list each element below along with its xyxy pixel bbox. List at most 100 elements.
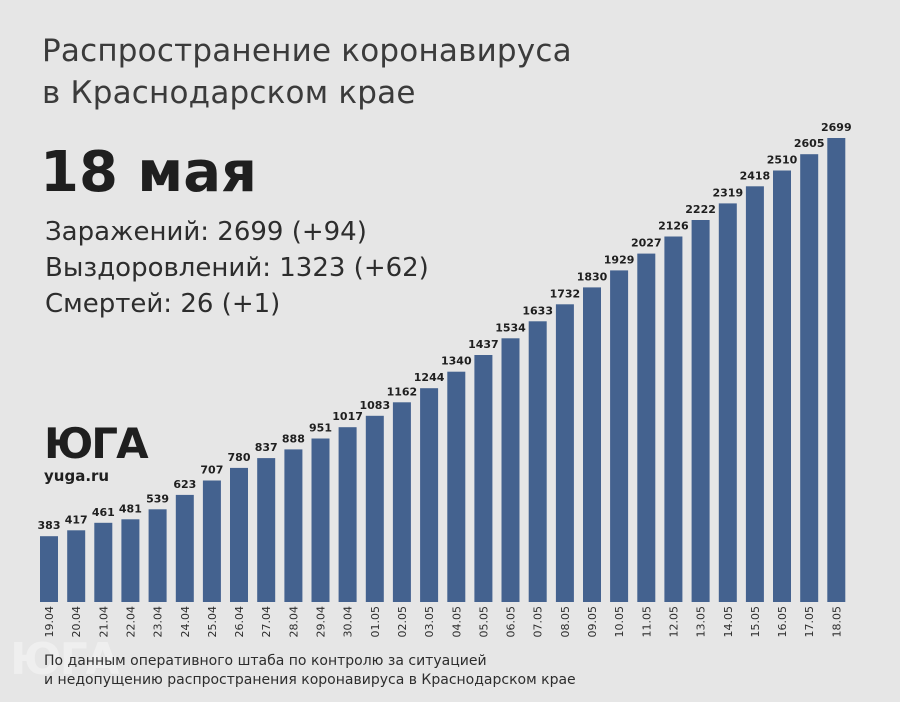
value-label-17.05: 2605 <box>794 137 825 150</box>
bar-20.04 <box>67 530 86 602</box>
value-label-10.05: 1929 <box>604 253 635 266</box>
tick-label-04.05: 04.05 <box>450 606 463 638</box>
tick-label-27.04: 27.04 <box>260 606 273 638</box>
value-label-29.04: 951 <box>309 422 332 435</box>
bar-01.05 <box>365 415 384 602</box>
source-line-1: По данным оперативного штаба по контролю… <box>44 653 487 669</box>
bar-05.05 <box>474 355 493 602</box>
value-label-13.05: 2222 <box>685 203 716 216</box>
bar-04.05 <box>447 371 466 602</box>
bar-29.04 <box>311 438 330 602</box>
bar-28.04 <box>284 449 303 602</box>
tick-label-06.05: 06.05 <box>505 606 518 638</box>
value-label-25.04: 707 <box>200 464 223 477</box>
stat-deaths: Смертей: 26 (+1) <box>45 289 281 319</box>
bar-15.05 <box>745 186 764 603</box>
tick-label-03.05: 03.05 <box>423 606 436 638</box>
tick-label-02.05: 02.05 <box>396 606 409 638</box>
bar-02.05 <box>392 402 411 602</box>
tick-label-23.04: 23.04 <box>152 606 165 638</box>
value-label-27.04: 837 <box>255 441 278 454</box>
tick-label-17.05: 17.05 <box>803 606 816 638</box>
value-label-05.05: 1437 <box>468 338 499 351</box>
value-label-21.04: 461 <box>92 506 115 519</box>
bar-26.04 <box>230 467 248 602</box>
tick-label-24.04: 24.04 <box>179 606 192 638</box>
value-label-18.05: 2699 <box>821 121 852 134</box>
bar-11.05 <box>637 253 656 602</box>
value-label-28.04: 888 <box>282 432 305 445</box>
value-label-12.05: 2126 <box>658 220 689 233</box>
bar-27.04 <box>257 458 276 602</box>
bar-06.05 <box>501 338 520 602</box>
stat-infected: Заражений: 2699 (+94) <box>45 217 367 247</box>
bar-21.04 <box>94 522 113 602</box>
value-label-23.04: 539 <box>146 492 169 505</box>
value-label-03.05: 1244 <box>414 371 445 384</box>
bar-24.04 <box>175 494 194 602</box>
tick-label-19.04: 19.04 <box>43 606 56 638</box>
tick-label-14.05: 14.05 <box>722 606 735 638</box>
tick-label-18.05: 18.05 <box>830 606 843 638</box>
value-label-08.05: 1732 <box>550 287 581 300</box>
value-label-26.04: 780 <box>228 451 251 464</box>
source-note: По данным оперативного штаба по контролю… <box>44 652 576 690</box>
watermark-logo: ЮГА <box>10 634 120 685</box>
bar-22.04 <box>121 519 140 602</box>
bar-10.05 <box>610 270 629 602</box>
stats-block: Заражений: 2699 (+94) Выздоровлений: 132… <box>45 214 429 322</box>
bar-12.05 <box>664 236 683 602</box>
bar-14.05 <box>718 203 737 602</box>
value-label-19.04: 383 <box>38 519 61 532</box>
logo-url: yuga.ru <box>44 467 110 485</box>
tick-label-26.04: 26.04 <box>233 606 246 638</box>
tick-label-22.04: 22.04 <box>124 606 137 638</box>
tick-label-13.05: 13.05 <box>695 606 708 638</box>
title-line-1: Распространение коронавируса <box>42 33 572 69</box>
report-date: 18 мая <box>40 140 257 205</box>
value-label-07.05: 1633 <box>522 304 553 317</box>
value-label-16.05: 2510 <box>767 154 798 167</box>
tick-label-20.04: 20.04 <box>70 606 83 638</box>
tick-label-08.05: 08.05 <box>559 606 572 638</box>
bar-03.05 <box>420 388 439 602</box>
value-label-04.05: 1340 <box>441 355 472 368</box>
value-label-15.05: 2418 <box>740 169 771 182</box>
bar-18.05 <box>827 138 846 602</box>
bar-08.05 <box>555 304 574 602</box>
value-label-30.04: 1017 <box>332 410 363 423</box>
value-label-02.05: 1162 <box>387 385 418 398</box>
tick-label-12.05: 12.05 <box>667 606 680 638</box>
value-label-24.04: 623 <box>173 478 196 491</box>
tick-label-01.05: 01.05 <box>369 606 382 638</box>
bar-25.04 <box>202 480 221 602</box>
tick-label-09.05: 09.05 <box>586 606 599 638</box>
bar-09.05 <box>583 287 601 602</box>
source-line-2: и недопущению распространения коронавиру… <box>44 672 576 688</box>
logo: ЮГА yuga.ru <box>44 423 149 486</box>
chart-title: Распространение коронавируса в Краснодар… <box>42 30 572 114</box>
tick-label-15.05: 15.05 <box>749 606 762 638</box>
value-label-01.05: 1083 <box>359 399 390 412</box>
bar-16.05 <box>773 170 791 602</box>
tick-label-11.05: 11.05 <box>640 606 653 638</box>
bar-19.04 <box>40 536 58 602</box>
bar-07.05 <box>528 321 547 602</box>
value-label-20.04: 417 <box>65 513 88 526</box>
title-line-2: в Краснодарском крае <box>42 75 416 111</box>
tick-label-10.05: 10.05 <box>613 606 626 638</box>
tick-label-05.05: 05.05 <box>477 606 490 638</box>
tick-label-25.04: 25.04 <box>206 606 219 638</box>
stat-recovered: Выздоровлений: 1323 (+62) <box>45 253 429 283</box>
tick-label-21.04: 21.04 <box>97 606 110 638</box>
tick-label-30.04: 30.04 <box>342 606 355 638</box>
bar-13.05 <box>691 220 710 602</box>
tick-label-29.04: 29.04 <box>315 606 328 638</box>
value-label-06.05: 1534 <box>495 321 526 334</box>
tick-label-28.04: 28.04 <box>287 606 300 638</box>
value-label-09.05: 1830 <box>577 270 608 283</box>
value-label-11.05: 2027 <box>631 237 662 250</box>
bar-30.04 <box>338 427 357 602</box>
bar-17.05 <box>800 154 819 602</box>
